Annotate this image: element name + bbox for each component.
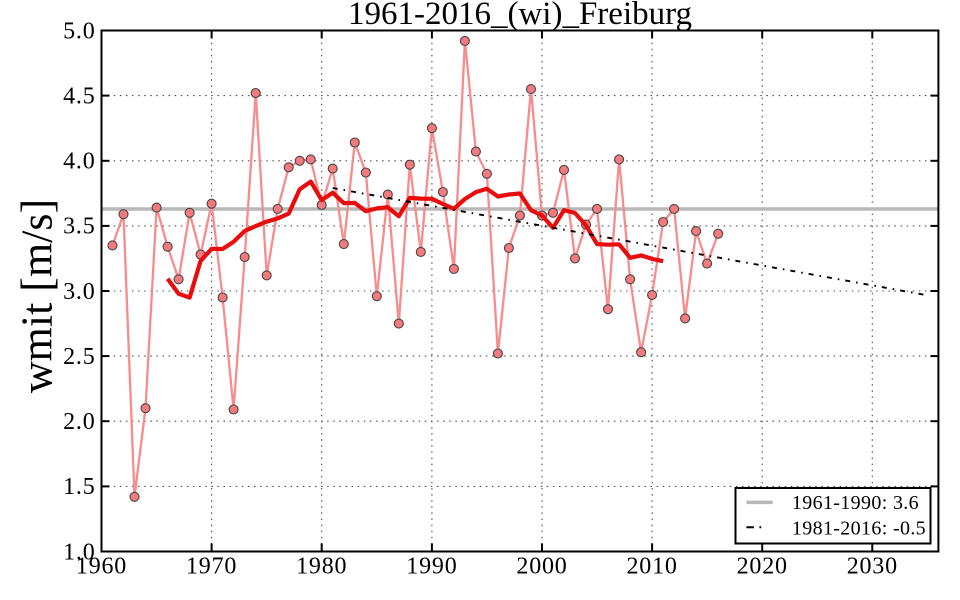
svg-text:1990: 1990	[406, 554, 457, 580]
svg-text:2030: 2030	[847, 554, 898, 580]
svg-text:3.5: 3.5	[63, 214, 95, 240]
svg-text:2010: 2010	[626, 554, 677, 580]
svg-text:1970: 1970	[186, 554, 237, 580]
svg-text:1.5: 1.5	[63, 474, 95, 500]
svg-text:1980: 1980	[296, 554, 347, 580]
svg-text:4.0: 4.0	[63, 149, 95, 175]
svg-text:2.5: 2.5	[63, 344, 95, 370]
svg-text:1.0: 1.0	[63, 539, 95, 565]
svg-text:1960: 1960	[76, 554, 127, 580]
svg-text:3.0: 3.0	[63, 279, 95, 305]
svg-text:4.5: 4.5	[63, 83, 95, 109]
svg-text:1961-1990: 3.6: 1961-1990: 3.6	[792, 492, 919, 514]
svg-text:wmit [m/s]: wmit [m/s]	[13, 199, 62, 393]
svg-text:1981-2016: -0.5: 1981-2016: -0.5	[792, 518, 926, 540]
svg-text:5.0: 5.0	[63, 18, 95, 44]
svg-text:2000: 2000	[516, 554, 567, 580]
svg-text:2.0: 2.0	[63, 409, 95, 435]
svg-text:1961-2016_(wi)_Freiburg: 1961-2016_(wi)_Freiburg	[348, 0, 692, 32]
svg-text:2020: 2020	[737, 554, 788, 580]
